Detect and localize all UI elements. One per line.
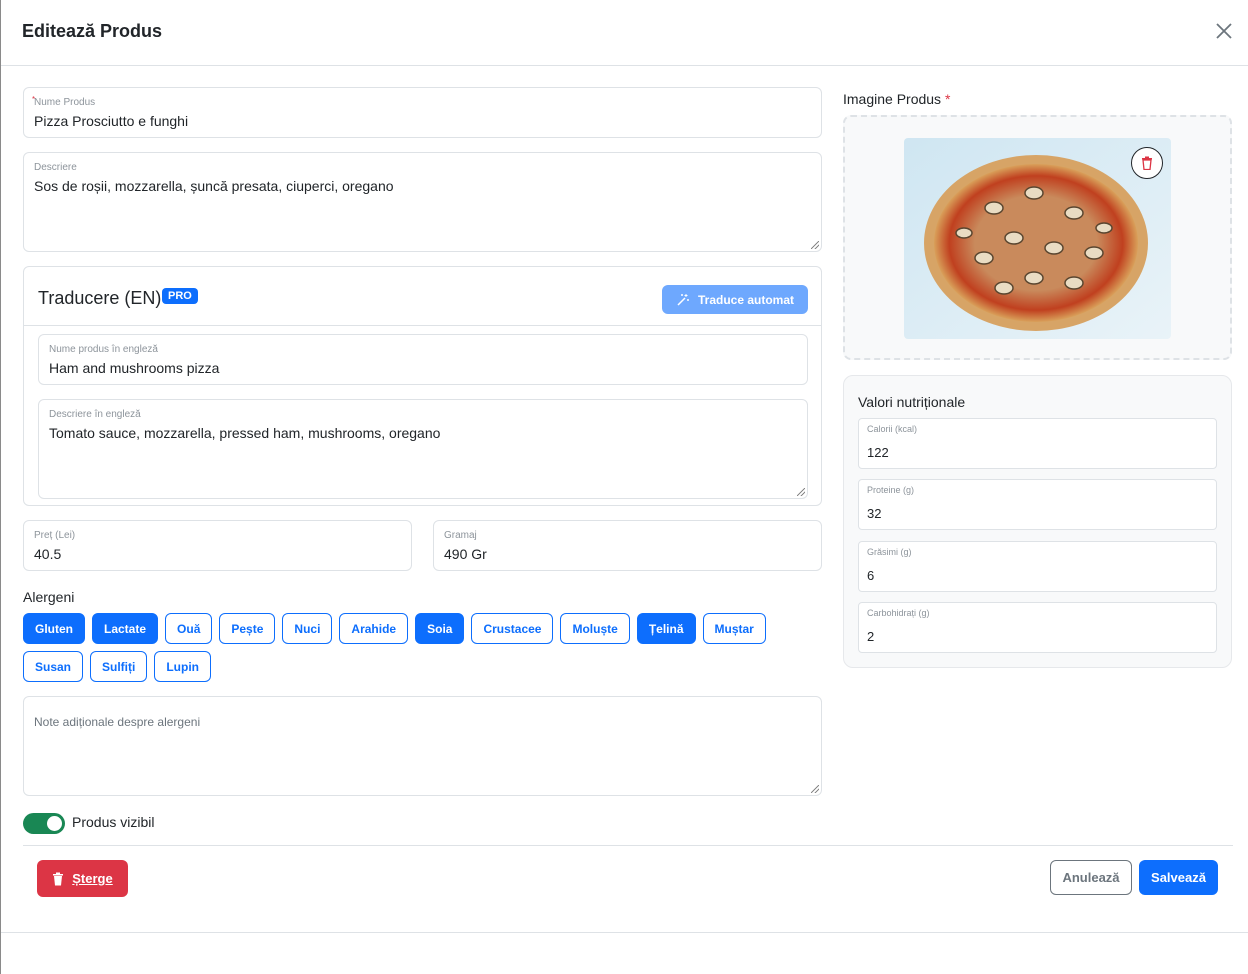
allergen-list: Gluten Lactate Ouă Pește Nuci Arahide Soia Crus… <box>23 613 823 682</box>
allergen-chip[interactable]: Arahide <box>339 613 409 644</box>
delete-button[interactable]: Șterge <box>37 860 128 897</box>
pro-badge: PRO <box>162 288 198 304</box>
protein-field[interactable]: Proteine (g) 32 <box>858 479 1217 530</box>
image-label: Imagine Produs * <box>843 91 951 107</box>
footer-divider <box>1 932 1248 933</box>
remove-image-button[interactable] <box>1131 147 1163 179</box>
resize-handle[interactable] <box>811 785 819 793</box>
trash-icon <box>53 872 64 885</box>
weight-field[interactable]: Gramaj 490 Gr <box>433 520 822 571</box>
modal-header: Editează Produs <box>1 0 1248 66</box>
auto-translate-button[interactable]: Traduce automat <box>662 285 808 314</box>
resize-handle[interactable] <box>811 241 819 249</box>
calories-field[interactable]: Calorii (kcal) 122 <box>858 418 1217 469</box>
nutrition-title: Valori nutriționale <box>858 394 966 410</box>
product-name-value: Pizza Prosciutto e funghi <box>34 113 189 129</box>
nutrition-panel: Valori nutriționale Calorii (kcal) 122 Pr… <box>843 375 1232 668</box>
save-button[interactable]: Salvează <box>1139 860 1218 895</box>
allergen-chip[interactable]: Nuci <box>282 613 333 644</box>
magic-wand-icon <box>677 293 689 306</box>
cancel-button[interactable]: Anulează <box>1050 860 1132 895</box>
allergen-chip[interactable]: Ouă <box>165 613 213 644</box>
allergen-chip[interactable]: Soia <box>415 613 465 644</box>
visible-label: Produs vizibil <box>72 814 155 830</box>
allergens-label: Alergeni <box>23 589 75 605</box>
carbs-field[interactable]: Carbohidrați (g) 2 <box>858 602 1217 653</box>
translation-card: Traducere (EN) PRO Traduce automat Nume … <box>23 266 822 506</box>
description-value: Sos de roșii, mozzarella, șuncă presata,… <box>34 178 394 194</box>
product-name-label: Nume Produs <box>34 97 96 108</box>
description-label: Descriere <box>34 162 77 173</box>
allergen-chip[interactable]: Lactate <box>92 613 159 644</box>
allergen-chip[interactable]: Susan <box>23 651 84 682</box>
resize-handle[interactable] <box>797 488 805 496</box>
description-field[interactable]: Descriere Sos de roșii, mozzarella, șunc… <box>23 152 822 252</box>
english-name-field[interactable]: Nume produs în engleză Ham and mushrooms… <box>38 334 808 385</box>
modal-title: Editează Produs <box>22 21 163 41</box>
allergen-chip[interactable]: Lupin <box>154 651 211 682</box>
allergen-chip[interactable]: Muștar <box>702 613 766 644</box>
allergen-chip[interactable]: Moluște <box>560 613 630 644</box>
allergen-chip[interactable]: Gluten <box>23 613 85 644</box>
close-icon[interactable] <box>1213 20 1235 42</box>
english-description-field[interactable]: Descriere în engleză Tomato sauce, mozza… <box>38 399 808 499</box>
price-field[interactable]: Preț (Lei) 40.5 <box>23 520 412 571</box>
translation-title: Traducere (EN) <box>38 288 162 308</box>
allergen-chip[interactable]: Țelină <box>636 613 696 644</box>
divider <box>23 845 1233 846</box>
trash-icon <box>1142 156 1152 170</box>
product-name-field[interactable]: * Nume Produs Pizza Prosciutto e funghi <box>23 87 822 138</box>
allergen-notes-field[interactable]: Note adiționale despre alergeni <box>23 696 822 796</box>
allergen-chip[interactable]: Crustacee <box>471 613 554 644</box>
image-dropzone[interactable] <box>843 115 1232 360</box>
allergen-chip[interactable]: Sulfiți <box>90 651 148 682</box>
visible-toggle[interactable] <box>23 813 65 834</box>
product-image <box>904 138 1171 339</box>
fat-field[interactable]: Grăsimi (g) 6 <box>858 541 1217 592</box>
allergen-chip[interactable]: Pește <box>219 613 276 644</box>
